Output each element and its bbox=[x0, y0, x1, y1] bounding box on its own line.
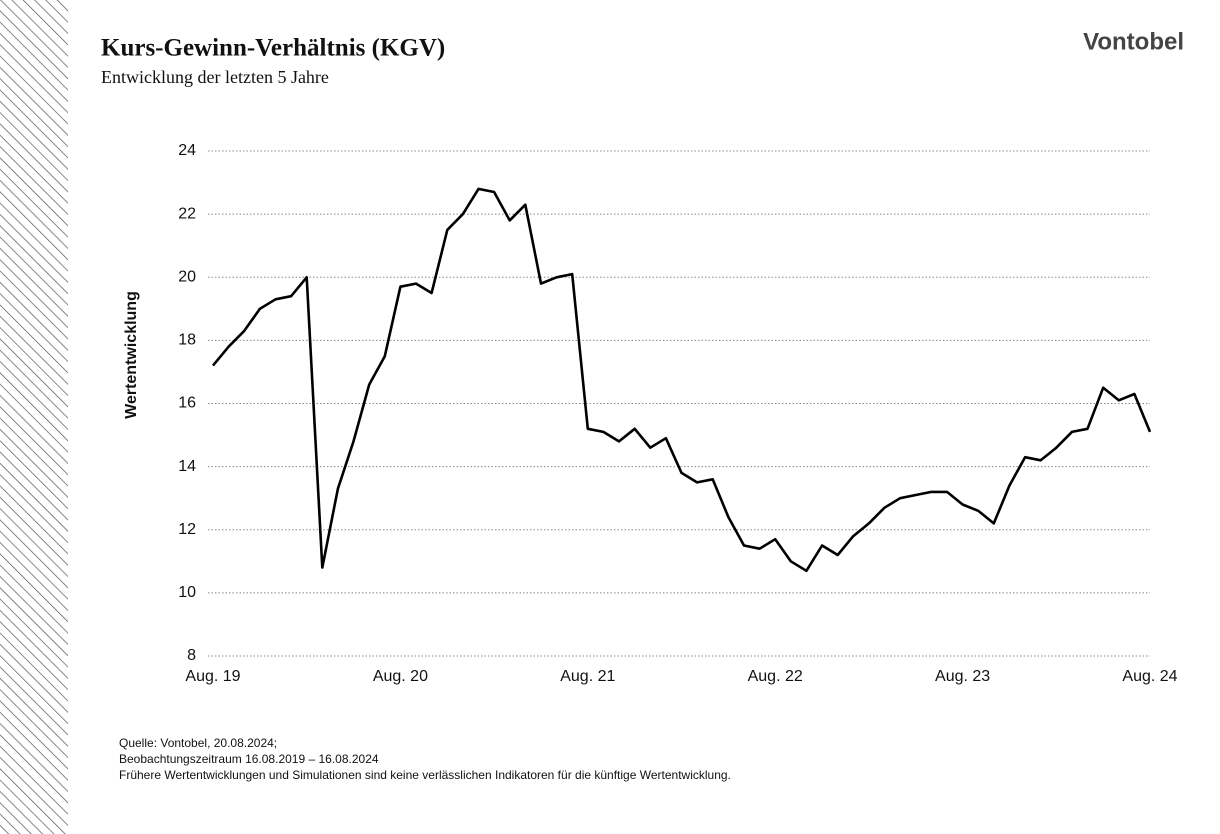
x-tick-label: Aug. 20 bbox=[373, 668, 428, 685]
x-tick-label: Aug. 24 bbox=[1122, 668, 1177, 685]
y-axis-label: Wertentwicklung bbox=[123, 291, 140, 419]
footnote: Quelle: Vontobel, 20.08.2024; bbox=[119, 736, 277, 750]
x-tick-label: Aug. 19 bbox=[185, 668, 240, 685]
y-tick-label: 20 bbox=[178, 268, 196, 285]
brand-logo: Vontobel bbox=[1083, 28, 1184, 55]
footnotes: Quelle: Vontobel, 20.08.2024; Beobachtung… bbox=[119, 736, 731, 782]
y-tick-label: 16 bbox=[178, 395, 196, 412]
data-line bbox=[211, 187, 1152, 573]
y-tick-label: 8 bbox=[187, 647, 196, 664]
y-tick-label: 22 bbox=[178, 205, 196, 222]
y-tick-label: 24 bbox=[178, 142, 196, 159]
footnote: Beobachtungszeitraum 16.08.2019 – 16.08.… bbox=[119, 752, 379, 766]
chart-subtitle: Entwicklung der letzten 5 Jahre bbox=[101, 67, 329, 87]
x-tick-label: Aug. 22 bbox=[748, 668, 803, 685]
x-tick-label: Aug. 21 bbox=[560, 668, 615, 685]
y-tick-label: 10 bbox=[178, 584, 196, 601]
x-tick-label: Aug. 23 bbox=[935, 668, 990, 685]
y-tick-label: 14 bbox=[178, 458, 196, 475]
footnote: Frühere Wertentwicklungen und Simulation… bbox=[119, 768, 731, 782]
hatch-strip bbox=[0, 0, 68, 834]
y-tick-label: 18 bbox=[178, 332, 196, 349]
y-tick-label: 12 bbox=[178, 521, 196, 538]
chart-title: Kurs-Gewinn-Verhältnis (KGV) bbox=[101, 35, 445, 62]
